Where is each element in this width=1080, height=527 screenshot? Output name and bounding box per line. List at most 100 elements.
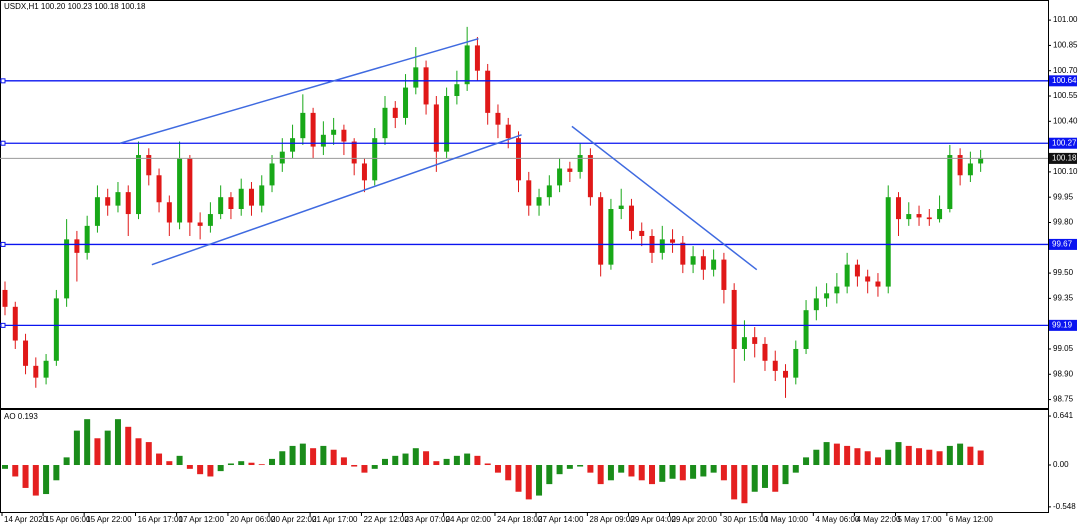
ao-bar xyxy=(967,446,974,466)
y-tick-label: 99.05 xyxy=(1053,344,1074,353)
candle-body xyxy=(156,175,162,203)
candle-body xyxy=(598,197,604,265)
x-tick-label: 15 Apr 22:00 xyxy=(86,515,132,524)
candle-body xyxy=(115,192,121,206)
price-panel xyxy=(0,0,1049,409)
ao-bar xyxy=(946,445,953,466)
x-tick-label: 24 Apr 02:00 xyxy=(446,515,492,524)
candle-body xyxy=(526,180,532,206)
candle-body xyxy=(741,337,747,349)
candle-body xyxy=(577,155,583,172)
level-box xyxy=(1049,319,1077,331)
candle-body xyxy=(331,129,337,135)
ao-bar xyxy=(176,455,183,466)
ao-bar xyxy=(299,443,306,466)
candle-body xyxy=(690,256,696,265)
candle-body xyxy=(557,168,563,186)
candle-body xyxy=(957,155,963,176)
ao-bar xyxy=(135,438,142,466)
ao-bar xyxy=(823,442,830,466)
x-tick-label: 4 May 22:00 xyxy=(856,515,901,524)
ao-bar xyxy=(238,461,245,466)
candle-body xyxy=(947,155,953,209)
ao-bar xyxy=(2,465,8,469)
ao-bar xyxy=(453,455,460,466)
ao-bar xyxy=(638,465,645,481)
ao-bar xyxy=(484,463,491,466)
ao-bar xyxy=(227,463,234,466)
ao-bar xyxy=(12,465,19,477)
ao-bar xyxy=(926,449,933,466)
candle-body xyxy=(279,151,285,164)
candle-body xyxy=(53,298,59,361)
indicator-title: AO 0.193 xyxy=(4,412,38,421)
candle-body xyxy=(136,155,142,215)
x-tick-label: 24 Apr 18:00 xyxy=(497,515,543,524)
candle-body xyxy=(587,155,593,198)
ao-bar xyxy=(53,465,60,481)
candle-body xyxy=(803,310,809,349)
ao-bar xyxy=(217,465,224,472)
x-tick-label: 6 May 12:00 xyxy=(949,515,994,524)
ao-bar xyxy=(905,445,912,466)
ao-panel xyxy=(0,409,1049,513)
y-tick-label: 100.70 xyxy=(1053,66,1078,75)
candle-body xyxy=(536,197,542,206)
ao-bar xyxy=(720,465,727,481)
last-price-box xyxy=(1049,152,1077,164)
candle-body xyxy=(238,188,244,209)
x-tick-label: 29 Apr 20:00 xyxy=(672,515,718,524)
candle-body xyxy=(341,129,347,142)
level-label: 99.19 xyxy=(1052,320,1073,329)
ao-bar xyxy=(690,465,697,479)
ao-bar xyxy=(782,465,789,485)
candle-body xyxy=(392,107,398,118)
candle-body xyxy=(351,141,357,164)
candle-body xyxy=(824,293,830,299)
x-tick-label: 29 Apr 04:00 xyxy=(630,515,676,524)
candle-body xyxy=(94,197,100,226)
candle-body xyxy=(546,185,552,198)
candle-body xyxy=(628,205,634,231)
ao-bar xyxy=(525,465,532,500)
ao-bar xyxy=(977,450,984,466)
candle-body xyxy=(43,360,49,378)
candle-body xyxy=(33,365,39,378)
candle-body xyxy=(64,239,70,299)
last-price-label: 100.18 xyxy=(1052,154,1077,163)
ao-bar xyxy=(207,465,214,477)
ao-bar xyxy=(546,465,553,485)
ao-bar xyxy=(659,465,666,482)
candle-body xyxy=(454,84,460,97)
ao-bar xyxy=(854,448,861,466)
ao-bar xyxy=(803,457,810,466)
candle-body xyxy=(495,112,501,125)
candle-body xyxy=(926,217,932,220)
level-label: 100.27 xyxy=(1052,138,1077,147)
y-tick-label: 100.10 xyxy=(1053,167,1078,176)
ao-bar xyxy=(844,445,851,466)
ao-bar xyxy=(156,453,163,466)
ao-bar xyxy=(433,461,440,466)
ao-bar xyxy=(258,464,265,466)
candle-body xyxy=(772,360,778,371)
candle-body xyxy=(608,209,614,265)
ao-bar xyxy=(607,465,614,481)
candle-body xyxy=(813,298,819,311)
ao-bar xyxy=(916,448,923,466)
ao-bar xyxy=(618,465,625,473)
candle-body xyxy=(248,188,254,206)
candle-body xyxy=(166,202,172,223)
ao-bar xyxy=(772,465,779,492)
x-tick-label: 30 Apr 15:00 xyxy=(723,515,769,524)
ao-bar xyxy=(248,462,255,466)
ao-bar xyxy=(186,465,193,469)
candle-body xyxy=(865,276,871,282)
ao-bar xyxy=(371,465,378,469)
x-tick-label: 21 Apr 17:00 xyxy=(312,515,358,524)
candle-body xyxy=(413,67,419,88)
ao-bar xyxy=(536,465,543,496)
candle-body xyxy=(978,158,984,164)
y-tick-label: 101.00 xyxy=(1053,15,1078,24)
